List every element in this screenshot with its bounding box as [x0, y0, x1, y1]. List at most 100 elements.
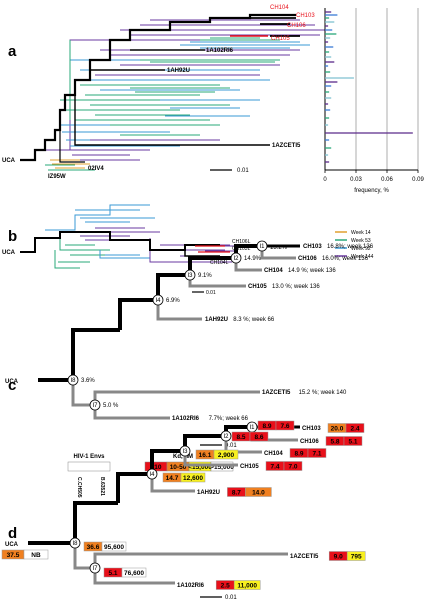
legend-label: Week 53 [351, 238, 371, 244]
node-label-i2: I2 [223, 434, 229, 440]
node-circle-i2 [230, 252, 242, 264]
uca-cell-2-value: NB [31, 552, 41, 559]
freq-tick-label: 0.09 [412, 177, 424, 183]
column-label-c-ch505: C.CH505 [76, 477, 82, 498]
node-cell-i2-2 [249, 431, 269, 442]
node-label-i3: I3 [182, 449, 188, 455]
legend-label: Week 14 [351, 230, 371, 236]
panel-d-tree: HIV-1 Envs Kd, nM <10 10-50 <15,000>15,000 C.… [1, 420, 366, 601]
node-cell-i7-2 [121, 567, 147, 578]
panel-c-tree: I1 15.2% I2 14.9% I3 9.1% I4 6.9% I8 3.6% I7 5.0 % U… [5, 240, 374, 449]
node-label-i3: I3 [187, 273, 193, 279]
panel-d-scale-label: 0.01 [225, 595, 237, 601]
tip-cell-1-value: 8.9 [294, 450, 303, 457]
panel-d-tip-ch103: CH103 [302, 426, 321, 432]
tip-cell-2-value: 11,000 [237, 582, 257, 589]
freq-tick-label: 0.06 [381, 177, 393, 183]
panel-b-scale-label: 0.01 [206, 290, 216, 296]
panel-c-tip-info: 7.7%; week 66 [209, 416, 249, 422]
tip-cell-2-value: 7.0 [288, 463, 297, 470]
kd-legend-label: <15,000 [188, 464, 212, 471]
panel-d-root-label: UCA [5, 542, 19, 548]
tree-branch [73, 543, 95, 570]
panel-d-tip-1azceti5: 1AZCETI5 [290, 554, 319, 560]
hiv-envs-box [67, 461, 111, 472]
tip-cell-1-value: 9.0 [334, 553, 343, 560]
panel-a-tip-ch103: CH103 [296, 13, 315, 19]
uca-cell-2 [23, 549, 49, 560]
node-cell-i1-2-value: 7.6 [280, 423, 289, 430]
node-label-i7: I7 [92, 566, 98, 572]
node-circle-i1 [256, 240, 268, 252]
tip-cell-2 [346, 551, 366, 561]
tip-cell-2 [343, 436, 363, 446]
node-label-i1: I1 [249, 425, 255, 431]
panel-label-c: c [8, 377, 16, 394]
node-cell-i3-1-value: 16.1 [199, 452, 212, 459]
panel-c-tip-ch106: CH106 [298, 256, 317, 262]
panel-a-tip-ch104: CH104 [270, 5, 289, 11]
node-cell-i1-1-value: 8.9 [262, 423, 271, 430]
tree-branch [183, 434, 226, 451]
node-value-i1: 15.2% [270, 245, 288, 251]
panel-b-lineage-tree [20, 204, 240, 269]
tree-branch [150, 474, 195, 493]
panel-label-b: b [8, 228, 17, 245]
tree-branch [71, 380, 95, 407]
tree-branch [73, 501, 118, 543]
tree-branch [93, 390, 260, 405]
tip-cell-2 [283, 461, 303, 471]
panel-a-tip-iz95w: IZ95W [48, 174, 66, 180]
panel-d-tip-ch105: CH105 [240, 464, 259, 470]
panel-c-root-label: UCA [5, 379, 19, 385]
freq-tick-label: 0.03 [350, 177, 362, 183]
kd-title: Kd, nM [173, 454, 193, 460]
node-label-i8: I8 [70, 378, 76, 384]
tip-cell-1-value: 8.7 [232, 489, 241, 496]
tree-branch [118, 298, 158, 330]
node-value-i4: 6.9% [166, 298, 180, 304]
panel-a-frequency-chart: 0 0.03 0.06 0.09 frequency, % [323, 8, 424, 194]
panel-b-tip-ch106l: CH106L [232, 239, 251, 245]
tip-cell-2 [233, 580, 261, 590]
panel-d-tip-ch104: CH104 [264, 451, 283, 457]
panel-d-tip-1ah92u: 1AH92U [197, 490, 220, 496]
node-circle-i3 [179, 445, 191, 457]
node-value-i8: 3.6% [81, 378, 95, 384]
panel-c-tip-info: 16.8%; week 136 [327, 244, 374, 250]
panel-c-tip-info: 15.2 %; week 140 [299, 390, 347, 396]
node-circle-i4 [146, 468, 158, 480]
node-cell-i8-2 [101, 541, 127, 552]
node-cell-i2-2-value: 8.6 [254, 434, 263, 441]
kd-legend-label: <10 [150, 464, 161, 471]
freq-axis-label: frequency, % [354, 188, 389, 194]
node-circle-i2 [220, 430, 232, 442]
node-circle-i7 [89, 399, 101, 411]
tree-branch [116, 472, 152, 503]
panel-b-legend: Week 14 Week 53 Week 92 Week 144 [335, 230, 374, 260]
tip-cell-2-value: 2.4 [350, 425, 359, 432]
panel-a-tip-uca: UCA [2, 158, 16, 164]
node-cell-i3-2 [213, 449, 239, 460]
tree-branch [71, 328, 120, 380]
node-circle-i4 [152, 294, 164, 306]
panel-a-tip-ch105: CH105 [271, 36, 290, 42]
node-label-i4: I4 [155, 298, 161, 304]
tip-cell-2-value: 5.1 [348, 438, 357, 445]
panel-c-tip-ch105: CH105 [248, 284, 267, 290]
tree-branch [93, 552, 288, 568]
panel-c-tip-info: 13.0 %; week 136 [272, 284, 320, 290]
panel-c-tip-ch103: CH103 [303, 244, 322, 250]
node-value-i2: 14.9% [244, 256, 262, 262]
panel-a-scale-label: 0.01 [237, 168, 249, 174]
kd-legend-label: 10-50 [170, 464, 187, 471]
tip-cell-1-value: 5.8 [330, 438, 339, 445]
node-cell-i7-2-value: 76,600 [124, 570, 144, 577]
tip-cell-2 [345, 423, 365, 433]
tree-branch [156, 273, 190, 300]
node-cell-i2-1-value: 8.5 [236, 434, 245, 441]
node-cell-i7-1-value: 5.1 [108, 570, 117, 577]
tip-cell-2-value: 795 [351, 553, 362, 560]
node-value-i7: 5.0 % [103, 403, 119, 409]
